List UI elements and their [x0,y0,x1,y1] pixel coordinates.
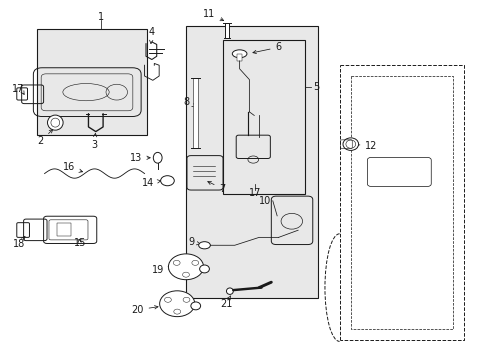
Bar [222,40,305,194]
Ellipse shape [199,265,209,273]
Text: 9: 9 [188,237,200,247]
Text: 2: 2 [38,130,53,146]
Ellipse shape [198,242,210,249]
Text: 8: 8 [183,97,195,107]
Bar [57,224,71,236]
Circle shape [159,291,194,317]
Text: 19: 19 [152,265,171,275]
Ellipse shape [226,288,233,294]
Bar [185,26,317,298]
Ellipse shape [190,302,200,310]
Ellipse shape [153,152,162,163]
Text: 3: 3 [91,134,97,150]
Text: 11: 11 [203,9,223,21]
Ellipse shape [47,115,63,130]
Text: 12: 12 [354,141,377,151]
Ellipse shape [342,138,358,150]
Text: 17: 17 [248,188,261,198]
Text: 21: 21 [219,296,232,309]
Text: 13: 13 [130,153,150,163]
Text: 16: 16 [62,162,82,172]
Circle shape [168,254,203,280]
Bar [224,23,229,39]
Text: 15: 15 [73,238,86,248]
Text: 6: 6 [252,42,281,54]
Text: 20: 20 [131,305,158,315]
Text: 14: 14 [142,178,161,188]
Bar [192,78,197,148]
Ellipse shape [232,50,246,58]
Bar [237,54,242,61]
Text: 7: 7 [207,181,225,194]
Text: 10: 10 [259,196,271,206]
Text: 5: 5 [312,82,318,93]
Text: 17: 17 [12,84,24,94]
Bar [37,30,147,135]
Text: 1: 1 [98,12,103,22]
Text: 18: 18 [13,239,25,249]
Text: 4: 4 [148,27,155,44]
Circle shape [160,176,174,186]
